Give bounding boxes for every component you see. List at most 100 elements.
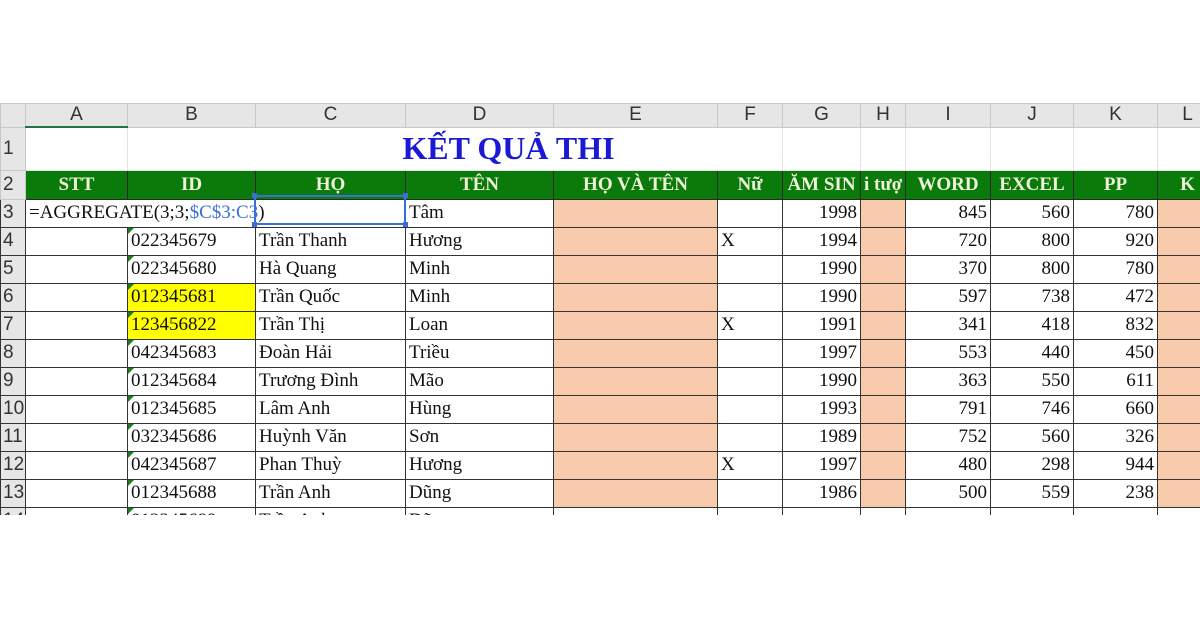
cell-nu[interactable] [717, 478, 783, 508]
cell-ho[interactable]: Huỳnh Văn [255, 422, 406, 452]
column-header-f[interactable]: F [717, 103, 783, 128]
cell-nam-sinh[interactable]: 1991 [782, 310, 861, 340]
cell-pp[interactable]: 944 [1073, 450, 1158, 480]
cell-l[interactable] [1157, 254, 1200, 284]
cell-ho[interactable]: Trần Anh [255, 506, 406, 515]
cell-excel[interactable]: 298 [990, 450, 1074, 480]
cell-stt[interactable] [25, 310, 128, 340]
cell-pp[interactable]: 660 [1073, 394, 1158, 424]
cell-nam-sinh[interactable]: 1990 [782, 282, 861, 312]
cell-excel[interactable]: 738 [990, 282, 1074, 312]
cell-pp[interactable]: 780 [1073, 254, 1158, 284]
cell-doi-tuong[interactable] [860, 506, 906, 515]
cell-stt[interactable] [25, 282, 128, 312]
cell-pp[interactable] [1073, 506, 1158, 515]
cell-ho[interactable]: Trần Thanh [255, 226, 406, 256]
cell-pp[interactable]: 920 [1073, 226, 1158, 256]
cell-word[interactable]: 845 [905, 198, 991, 228]
cell-doi-tuong[interactable] [860, 422, 906, 452]
row-header[interactable]: 13 [0, 478, 26, 508]
row-header[interactable]: 3 [0, 198, 26, 228]
cell-word[interactable]: 553 [905, 338, 991, 368]
cell-ho[interactable]: Phan Thuỳ [255, 450, 406, 480]
cell-stt[interactable] [25, 226, 128, 256]
cell-l[interactable] [1157, 394, 1200, 424]
cell-word[interactable]: 597 [905, 282, 991, 312]
cell-word[interactable] [905, 506, 991, 515]
cell-id[interactable]: 012345685 [127, 394, 256, 424]
cell-id[interactable]: 123456822 [127, 310, 256, 340]
cell-g1[interactable] [782, 126, 861, 171]
cell-ho-va-ten[interactable] [553, 338, 718, 368]
row-header-2[interactable]: 2 [0, 169, 26, 200]
cell-ten[interactable]: Hương [405, 450, 554, 480]
cell-l[interactable] [1157, 478, 1200, 508]
row-header[interactable]: 11 [0, 422, 26, 452]
cell-ten[interactable]: Dũng [405, 478, 554, 508]
cell-l[interactable] [1157, 282, 1200, 312]
cell-pp[interactable]: 611 [1073, 366, 1158, 396]
cell-l1[interactable] [1157, 126, 1200, 171]
cell-a1[interactable] [25, 126, 128, 171]
row-header[interactable]: 5 [0, 254, 26, 284]
cell-id[interactable]: 032345686 [127, 422, 256, 452]
cell-stt[interactable] [25, 506, 128, 515]
cell-stt[interactable] [25, 366, 128, 396]
cell-nu[interactable] [717, 282, 783, 312]
column-header-g[interactable]: G [782, 103, 861, 128]
cell-nu[interactable] [717, 422, 783, 452]
cell-word[interactable]: 341 [905, 310, 991, 340]
cell-ten[interactable]: Loan [405, 310, 554, 340]
cell-l[interactable] [1157, 422, 1200, 452]
cell-ho-va-ten[interactable] [553, 394, 718, 424]
cell-l[interactable] [1157, 506, 1200, 515]
cell-ho[interactable]: Đoàn Hải [255, 338, 406, 368]
cell-ten[interactable]: Hương [405, 226, 554, 256]
spreadsheet-grid[interactable]: A B C D E F G H I J K L 1 KẾT QUẢ THI 2 STT ID HỌ TÊN HỌ VÀ… [0, 103, 1200, 515]
column-header-d[interactable]: D [405, 103, 554, 128]
selected-cell-c3[interactable] [252, 193, 408, 227]
row-header[interactable]: 4 [0, 226, 26, 256]
cell-doi-tuong[interactable] [860, 254, 906, 284]
column-header-a[interactable]: A [25, 103, 128, 128]
cell-doi-tuong[interactable] [860, 198, 906, 228]
column-header-k[interactable]: K [1073, 103, 1158, 128]
cell-doi-tuong[interactable] [860, 226, 906, 256]
column-header-l[interactable]: L [1157, 103, 1200, 128]
cell-word[interactable]: 363 [905, 366, 991, 396]
column-header-h[interactable]: H [860, 103, 906, 128]
row-header[interactable]: 14 [0, 506, 26, 515]
cell-nu[interactable]: X [717, 310, 783, 340]
cell-pp[interactable]: 472 [1073, 282, 1158, 312]
cell-k1[interactable] [1073, 126, 1158, 171]
cell-doi-tuong[interactable] [860, 394, 906, 424]
cell-ho-va-ten[interactable] [553, 282, 718, 312]
cell-nam-sinh[interactable]: 1989 [782, 422, 861, 452]
cell-nu[interactable] [717, 254, 783, 284]
cell-ho[interactable]: Trương Đình [255, 366, 406, 396]
cell-nam-sinh[interactable]: 1998 [782, 198, 861, 228]
cell-excel[interactable]: 800 [990, 254, 1074, 284]
cell-ho-va-ten[interactable] [553, 198, 718, 228]
cell-id[interactable]: 012345684 [127, 366, 256, 396]
cell-id[interactable]: 022345679 [127, 226, 256, 256]
cell-ho-va-ten[interactable] [553, 422, 718, 452]
cell-word[interactable]: 791 [905, 394, 991, 424]
cell-stt[interactable] [25, 338, 128, 368]
cell-l[interactable] [1157, 450, 1200, 480]
cell-excel[interactable]: 560 [990, 422, 1074, 452]
cell-ho-va-ten[interactable] [553, 450, 718, 480]
cell-excel[interactable]: 746 [990, 394, 1074, 424]
cell-ten[interactable]: Sơn [405, 422, 554, 452]
cell-ho-va-ten[interactable] [553, 254, 718, 284]
column-header-i[interactable]: I [905, 103, 991, 128]
cell-word[interactable]: 480 [905, 450, 991, 480]
select-all-corner[interactable] [0, 103, 26, 128]
cell-ten[interactable]: Dũng [405, 506, 554, 515]
cell-word[interactable]: 752 [905, 422, 991, 452]
cell-i1[interactable] [905, 126, 991, 171]
cell-stt[interactable] [25, 422, 128, 452]
cell-doi-tuong[interactable] [860, 338, 906, 368]
cell-excel[interactable]: 440 [990, 338, 1074, 368]
cell-l[interactable] [1157, 198, 1200, 228]
